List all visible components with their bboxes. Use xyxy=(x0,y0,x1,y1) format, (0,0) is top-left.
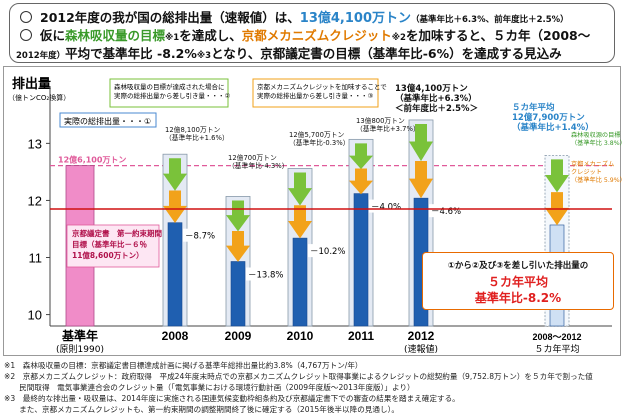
x-category-label: 基準年 xyxy=(61,328,98,343)
summary-line-3: 基準年比-8.2% xyxy=(474,291,562,305)
note-ref: ※2 xyxy=(391,33,406,43)
target-annotation-box xyxy=(66,224,160,268)
bar-top-label: 13億4,100万トン（基準年比+6.3%）＜前年度比＋2.5%＞ xyxy=(395,83,478,114)
credit-right-label: 京都メカニズムクレジット（基準年比 5.9%） xyxy=(571,160,625,184)
x-category-sublabel: (原則1990) xyxy=(56,344,104,355)
credit-arrow-icon xyxy=(226,230,250,262)
reduced-label-bg xyxy=(183,228,219,242)
chart-frame xyxy=(3,66,621,356)
y-tick-label: 13 xyxy=(28,136,42,151)
reduced-percent-label: －10.2% xyxy=(310,247,346,257)
footnote: また、京都メカニズムクレジットも、第一約束期間の調整期間終了後に確定する（201… xyxy=(4,405,399,414)
headline-text: を達成し、 xyxy=(179,28,242,43)
footnote: 民間取得 電気事業連合会のクレジット量（「電気事業における環境行動計画（2009… xyxy=(4,383,415,392)
forest-arrow-icon xyxy=(288,172,312,206)
bar-top-label: 12億8,100万トン（基準年比+1.6%） xyxy=(165,125,229,142)
y-axis-unit: （億トンCO₂換算） xyxy=(8,93,70,102)
kyoto-credit-text: 京都メカニズムクレジット xyxy=(241,28,392,43)
bullet-icon xyxy=(20,29,32,41)
headline-text: となり、京都議定書の目標（基準年比-6%）を達成する見込み xyxy=(211,46,562,61)
forest-annotation-box xyxy=(109,78,229,108)
summary-line-1: ①から②及び③を差し引いた排出量の xyxy=(447,261,589,271)
x-category-label: 2011 xyxy=(348,329,374,343)
emissions-chart: 排出量 （億トンCO₂換算） 10 11 12 13 12億6,100万トン －8.7% －13… xyxy=(8,76,625,355)
credit-arrow-icon xyxy=(288,205,312,239)
credit-arrow-icon xyxy=(349,168,373,195)
target-annotation-text: 京都議定書 第一約束期間目標（基準年比－６％ 11億8,600万トン） xyxy=(72,228,162,260)
headline-line-2: 仮に森林吸収量の目標※1を達成し、京都メカニズムクレジット※2を加味すると、５カ… xyxy=(20,25,590,44)
reduced-label-bg xyxy=(308,244,344,258)
x-category-sublabel: (速報値) xyxy=(404,343,438,355)
x-category-label: 2008～2012 xyxy=(532,332,581,342)
bar-top-label: 12億700万トン（基準年比-4.3%） xyxy=(228,153,289,170)
credit-annotation-text: 京都メカニズムクレジットを加味することで実際の総排出量から差し引き量・・・③ xyxy=(257,82,387,100)
base-year-line-label: 12億6,100万トン xyxy=(58,155,126,165)
credit-arrow-icon xyxy=(409,161,433,199)
x-category-label: 2008 xyxy=(162,329,189,343)
x-category-label: 2010 xyxy=(287,329,314,343)
headline-text: 平均で基準年比 -8.2% xyxy=(65,46,197,61)
note-ref: ※1 xyxy=(165,33,180,43)
headline-line-1: 2012年度の我が国の総排出量（速報値）は、13億4,100万トン（基準年比＋6… xyxy=(20,7,569,26)
forest-arrow-icon xyxy=(545,159,569,193)
bar-after-reduction xyxy=(230,261,246,327)
summary-line-2: ５カ年平均 xyxy=(487,275,548,289)
actual-annotation-text: 実際の総排出量・・・① xyxy=(64,116,151,126)
headline-line-3: 2012年度）平均で基準年比 -8.2%※3となり、京都議定書の目標（基準年比-… xyxy=(16,43,562,62)
bullet-icon xyxy=(20,11,32,23)
credit-arrow-icon xyxy=(163,190,187,223)
headline-prefix: 2012年度の我が国の総排出量（速報値）は、 xyxy=(40,10,300,25)
forest-arrow-icon xyxy=(349,143,373,170)
reduced-label-bg xyxy=(246,267,282,281)
y-tick-label: 12 xyxy=(28,193,42,208)
headline-suffix: （基準年比＋6.3%、前年度比＋2.5%） xyxy=(411,15,569,25)
headline-text: 仮に xyxy=(40,28,66,43)
footnote: ※3 最終的な排出量・吸収量は、2014年度に実施される国連気候変動枠組条約及び… xyxy=(4,394,460,403)
bar-top-label: 12億5,700万トン（基準年比-0.3%） xyxy=(289,130,350,147)
headline-text: 2012年度） xyxy=(16,51,66,61)
forest-arrow-icon xyxy=(409,123,433,162)
footnote: ※2 京都メカニズムクレジット：政府取得 平成24年度末時点での京都メカニズムク… xyxy=(4,372,593,381)
reduced-percent-label: －4.6% xyxy=(431,207,461,217)
forest-arrow-icon xyxy=(163,158,187,191)
reduced-label-bg xyxy=(429,204,465,218)
y-tick-label: 11 xyxy=(29,251,43,266)
bar-after-reduction xyxy=(167,222,183,327)
footnote: ※1 森林吸収量の目標：京都議定書目標達成計画に掲げる基準年総排出量比約3.8%… xyxy=(4,361,363,370)
bar-top-label: ５カ年平均 12億7,900万トン（基準年比+1.4%） xyxy=(512,102,594,133)
footnotes: ※1 森林吸収量の目標：京都議定書目標達成計画に掲げる基準年総排出量比約3.8%… xyxy=(4,360,622,415)
x-category-label: 2012 xyxy=(408,329,435,343)
headline-total-value: 13億4,100万トン xyxy=(299,11,412,26)
reduced-percent-label: －13.8% xyxy=(248,271,284,281)
note-ref: ※3 xyxy=(196,51,212,61)
x-category-sublabel: ５カ年平均 xyxy=(534,343,579,355)
summary-box: ①から②及び③を差し引いた排出量の ５カ年平均 基準年比-8.2% xyxy=(422,252,614,310)
forest-annotation-text: 森林吸収量の目標が達成された場合に実際の総排出量から差し引き量・・・② xyxy=(114,82,231,100)
x-category-label: 2009 xyxy=(225,329,252,343)
bar-top-label: 13億800万トン（基準年比+3.7%） xyxy=(356,116,420,133)
y-tick-label: 10 xyxy=(28,308,42,323)
reduced-percent-label: －4.0% xyxy=(371,203,401,213)
forest-right-label: 森林吸収源の目標（基準年比 3.8%） xyxy=(571,131,625,147)
y-axis-title: 排出量 xyxy=(12,76,51,91)
forest-target-text: 森林吸収量の目標 xyxy=(65,28,166,43)
headline-box: 2012年度の我が国の総排出量（速報値）は、13億4,100万トン（基準年比＋6… xyxy=(9,3,615,63)
actual-annotation-box xyxy=(59,112,157,128)
credit-annotation-box xyxy=(252,78,379,108)
forest-arrow-icon xyxy=(226,200,250,232)
headline-text: を加味すると、５カ年（2008～ xyxy=(405,28,591,43)
reduced-percent-label: －8.7% xyxy=(185,232,215,242)
bar-after-reduction xyxy=(292,237,308,327)
bar-after-reduction xyxy=(353,193,369,327)
